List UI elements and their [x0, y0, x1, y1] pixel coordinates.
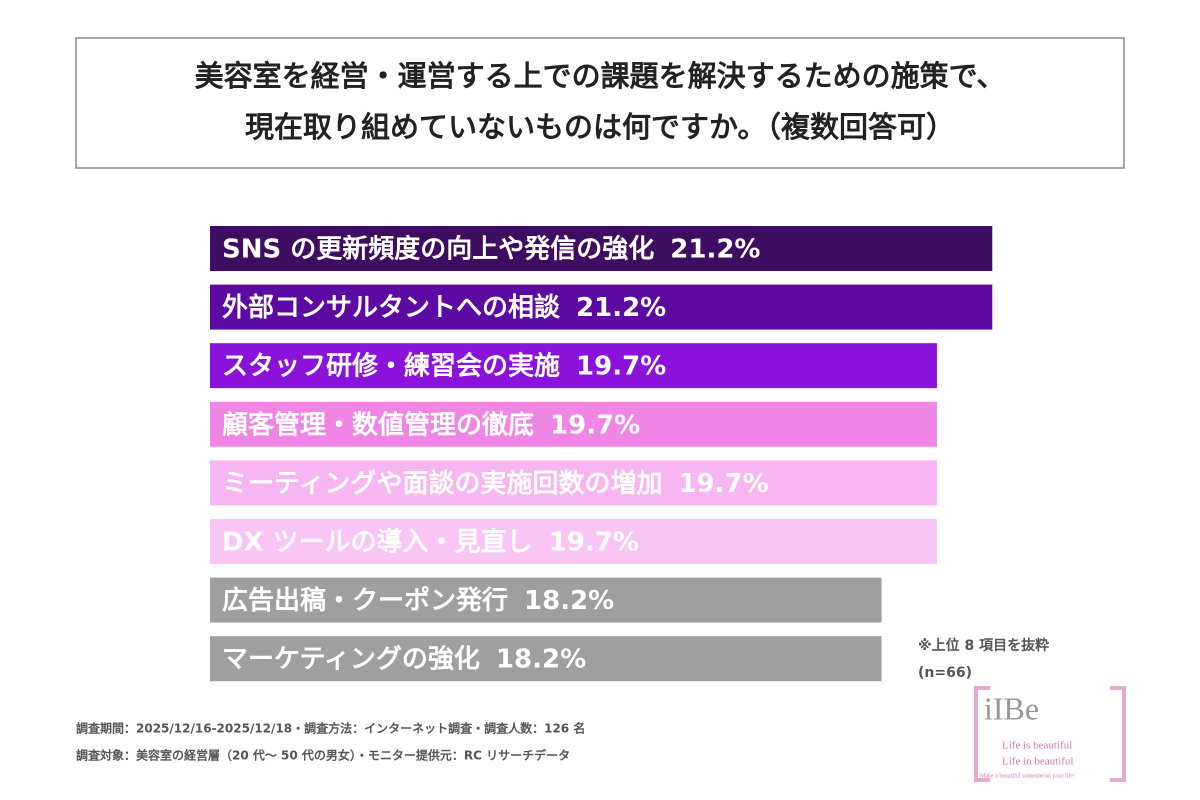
category-label: DX ツールの導入・見直し: [222, 526, 533, 557]
bar: [210, 284, 993, 330]
title-box: [75, 37, 1125, 169]
value-label: 19.7%: [549, 527, 639, 557]
value-label: 19.7%: [576, 351, 666, 381]
logo-text: Make a beautiful someone on your life!: [980, 772, 1075, 779]
value-label: 21.2%: [576, 293, 666, 323]
logo-frame: [974, 686, 1126, 782]
bar-label: SNS の更新頻度の向上や発信の強化 21.2%: [222, 233, 760, 264]
footer-text: 調査対象：美容室の経営層（20 代～ 50 代の男女）・モニター提供元：RC リ…: [76, 748, 570, 763]
footer-text: 調査期間：2025/12/16-2025/12/18・調査方法：インターネット調…: [76, 721, 585, 736]
note: (n=66): [918, 665, 972, 681]
bar: [210, 577, 882, 623]
category-label: 外部コンサルタントへの相談: [222, 292, 561, 323]
bar-label: DX ツールの導入・見直し 19.7%: [222, 526, 639, 557]
bar: [210, 401, 937, 447]
note: ※上位 8 項目を抜粋: [918, 637, 1049, 654]
bar: [210, 519, 937, 564]
bar-label: マーケティングの強化 18.2%: [222, 644, 586, 674]
value-label: 18.2%: [496, 644, 586, 674]
bar-label: スタッフ研修・練習会の実施 19.7%: [222, 350, 666, 381]
bar: [210, 636, 882, 682]
category-label: 広告出稿・クーポン発行: [222, 585, 508, 616]
logo-name: iIBe: [984, 690, 1039, 726]
value-label: 19.7%: [678, 468, 768, 498]
category-label: SNS の更新頻度の向上や発信の強化: [222, 233, 654, 264]
value-label: 19.7%: [550, 410, 640, 440]
bar: [210, 343, 937, 389]
chart-title: 現在取り組めていないものは何ですか。（複数回答可）: [245, 110, 955, 144]
bar-label: 顧客管理・数値管理の徹底 19.7%: [222, 409, 640, 440]
logo: iIBe Life is beautiful Life in beautiful…: [974, 686, 1126, 782]
value-label: 18.2%: [524, 586, 614, 616]
bar: [210, 460, 937, 506]
logo-text: Life is beautiful: [1002, 740, 1072, 752]
category-label: スタッフ研修・練習会の実施: [222, 350, 560, 381]
category-label: ミーティングや面談の実施回数の増加: [222, 467, 662, 498]
value-label: 21.2%: [670, 234, 760, 264]
category-label: マーケティングの強化: [222, 644, 480, 674]
bar: [210, 226, 993, 271]
category-label: 顧客管理・数値管理の徹底: [222, 409, 534, 440]
bar-label: 広告出稿・クーポン発行 18.2%: [222, 585, 614, 616]
bar-label: 外部コンサルタントへの相談 21.2%: [222, 292, 666, 323]
logo-text: Life in beautiful: [1002, 756, 1073, 768]
chart-title: 美容室を経営・運営する上での課題を解決するための施策で、: [195, 59, 1006, 93]
bar-label: ミーティングや面談の実施回数の増加 19.7%: [222, 467, 769, 498]
